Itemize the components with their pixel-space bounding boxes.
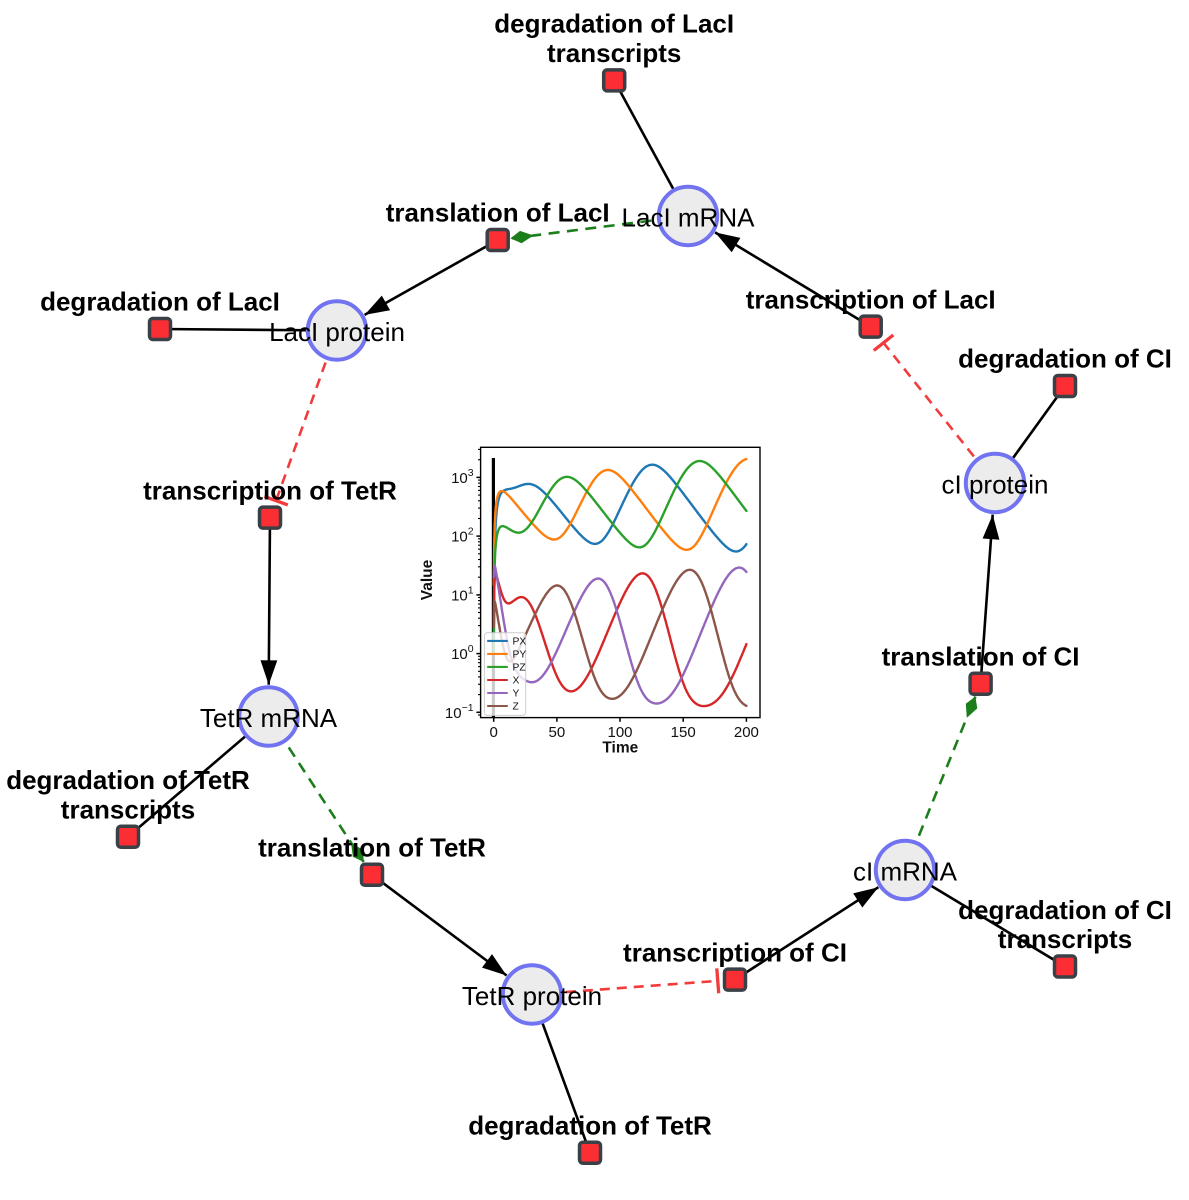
svg-text:cI protein: cI protein [942,470,1049,500]
svg-text:cI mRNA: cI mRNA [853,857,958,887]
svg-text:transcription of LacI: transcription of LacI [746,284,996,314]
svg-text:Z: Z [513,702,519,713]
svg-text:degradation of TetR: degradation of TetR [468,1110,712,1140]
svg-text:degradation of LacI: degradation of LacI [40,287,280,317]
svg-text:translation of CI: translation of CI [882,641,1080,671]
svg-text:transcripts: transcripts [547,38,681,68]
svg-text:Time: Time [602,740,638,757]
svg-text:100: 100 [607,724,632,741]
svg-text:degradation of LacI: degradation of LacI [494,9,734,39]
svg-text:PZ: PZ [513,663,526,674]
svg-text:TetR mRNA: TetR mRNA [200,703,338,733]
svg-text:PY: PY [513,650,527,661]
svg-text:transcripts: transcripts [61,794,195,824]
svg-text:LacI protein: LacI protein [269,317,405,347]
svg-text:PX: PX [513,637,527,648]
svg-text:LacI mRNA: LacI mRNA [622,203,756,233]
svg-text:degradation of CI: degradation of CI [958,895,1172,925]
svg-text:transcription of CI: transcription of CI [623,937,847,967]
svg-text:0: 0 [490,724,498,741]
svg-text:transcripts: transcripts [998,924,1132,954]
svg-text:X: X [513,676,520,687]
svg-text:degradation of TetR: degradation of TetR [6,765,250,795]
svg-text:Value: Value [419,559,436,600]
svg-text:Y: Y [513,689,520,700]
svg-text:translation of TetR: translation of TetR [258,833,486,863]
svg-text:degradation of CI: degradation of CI [958,344,1172,374]
svg-text:TetR protein: TetR protein [462,981,602,1011]
svg-text:transcription of TetR: transcription of TetR [143,475,397,505]
svg-text:150: 150 [671,724,696,741]
svg-text:50: 50 [549,724,566,741]
svg-text:translation of LacI: translation of LacI [386,198,610,228]
svg-text:200: 200 [734,724,759,741]
